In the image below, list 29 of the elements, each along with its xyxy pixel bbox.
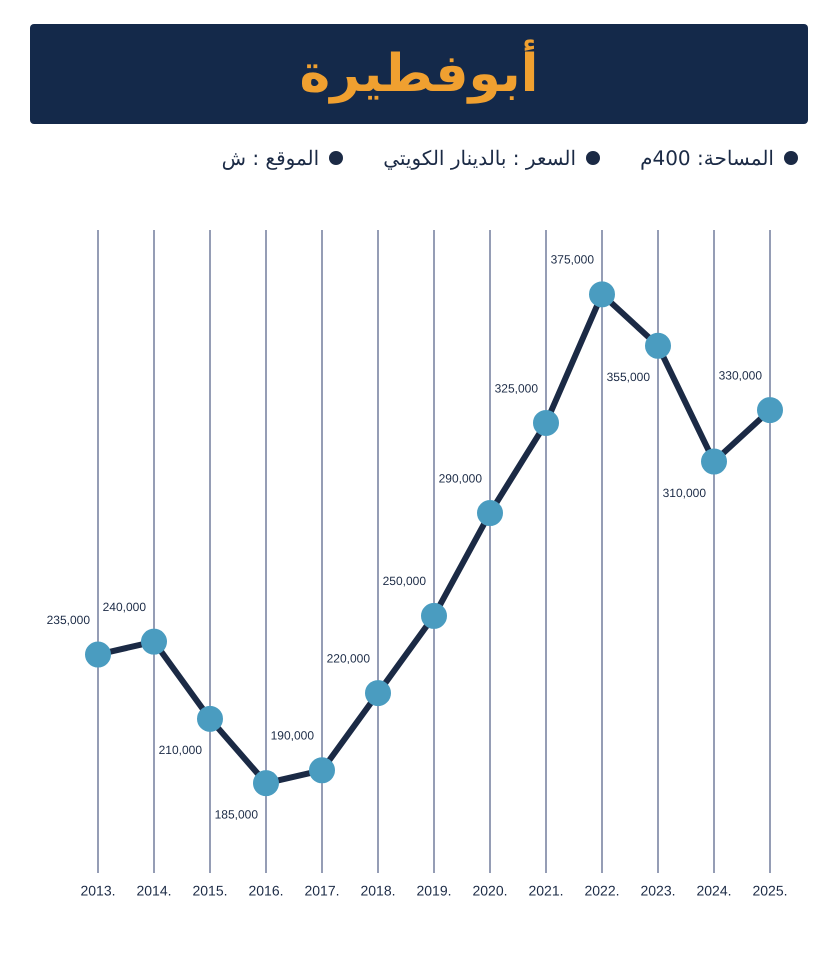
text: المساحة: 400م [640,146,774,170]
data-label: 310,000 [662,486,706,500]
data-label: 355,000 [606,370,650,384]
data-label: 250,000 [382,574,426,588]
data-label: 290,000 [438,471,482,486]
data-label: 190,000 [270,728,314,743]
data-label: 240,000 [102,600,146,614]
data-label: 210,000 [158,743,202,758]
text: السعر : بالدينار الكويتي [383,146,576,170]
x-tick-label: 2019. [416,882,452,898]
x-tick-label: 2025. [752,882,788,898]
x-tick-label: 2020. [472,882,508,898]
x-tick-label: 2023. [640,882,676,898]
x-tick-label: 2017. [304,882,340,898]
data-label: 235,000 [46,612,90,627]
x-tick-label: 2014. [136,882,172,898]
x-tick-label: 2022. [584,882,620,898]
x-tick-label: 2021. [528,882,564,898]
data-label: 330,000 [718,368,762,382]
data-label: 375,000 [550,252,594,267]
x-tick-label: 2018. [360,882,396,898]
data-label: 220,000 [326,651,370,666]
data-label: 185,000 [214,807,258,822]
x-tick-label: 2015. [192,882,228,898]
x-tick-label: 2024. [696,882,732,898]
x-tick-label: 2013. [80,882,116,898]
data-label: 325,000 [494,381,538,396]
x-tick-label: 2016. [248,882,284,898]
text: الموقع : ش [222,146,320,170]
